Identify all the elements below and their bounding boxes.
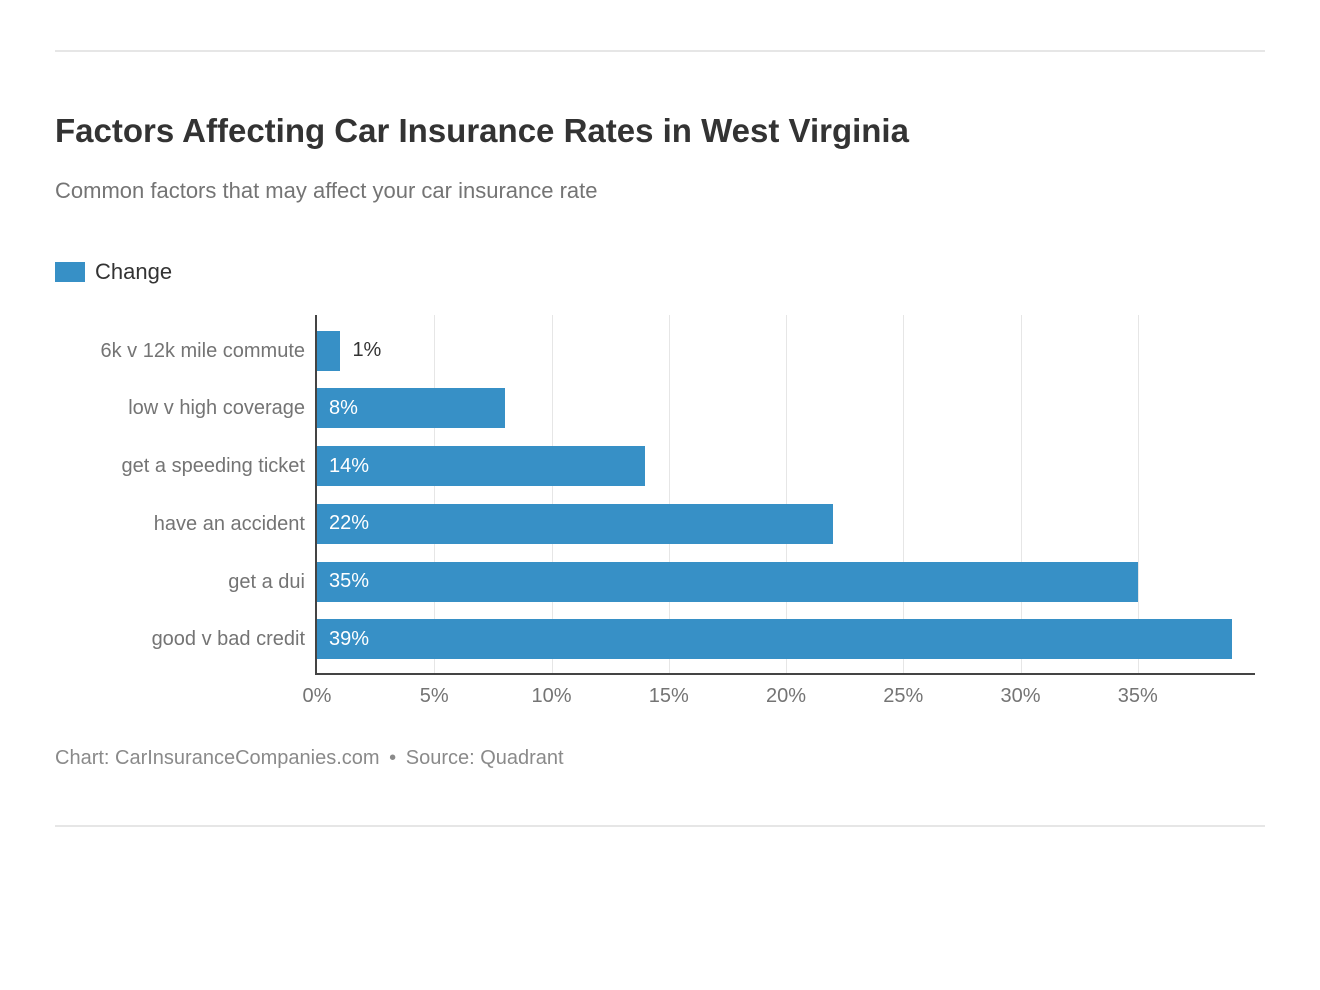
attribution-chart: Chart: CarInsuranceCompanies.com	[55, 747, 380, 769]
bar: 1%	[317, 331, 340, 371]
legend: Change	[55, 259, 1265, 285]
bar-row: get a dui35%	[317, 560, 1255, 604]
bar-value-label: 1%	[340, 339, 381, 362]
bar: 8%	[317, 388, 505, 428]
x-tick-label: 30%	[1000, 685, 1040, 708]
bar-row: have an accident22%	[317, 502, 1255, 546]
bar-row: good v bad credit39%	[317, 617, 1255, 661]
y-axis-label: 6k v 12k mile commute	[100, 329, 317, 373]
bar: 35%	[317, 562, 1138, 602]
x-tick-label: 35%	[1118, 685, 1158, 708]
x-tick-label: 10%	[531, 685, 571, 708]
bar-value-label: 8%	[317, 397, 358, 420]
x-tick-label: 15%	[649, 685, 689, 708]
x-axis: 0%5%10%15%20%25%30%35%	[317, 673, 1255, 713]
divider-top	[55, 50, 1265, 52]
bar-value-label: 35%	[317, 570, 369, 593]
legend-swatch	[55, 262, 85, 282]
plot-area: 0%5%10%15%20%25%30%35% 6k v 12k mile com…	[315, 315, 1255, 675]
bar-row: low v high coverage8%	[317, 386, 1255, 430]
chart-subtitle: Common factors that may affect your car …	[55, 178, 1265, 204]
attribution-separator: •	[389, 747, 396, 769]
y-axis-label: have an accident	[154, 502, 317, 546]
bar: 39%	[317, 619, 1232, 659]
attribution-source: Source: Quadrant	[406, 747, 564, 769]
x-tick-label: 25%	[883, 685, 923, 708]
bar: 22%	[317, 504, 833, 544]
bar-value-label: 22%	[317, 512, 369, 535]
x-tick-label: 5%	[420, 685, 449, 708]
legend-label: Change	[95, 259, 172, 285]
chart-title: Factors Affecting Car Insurance Rates in…	[55, 112, 1265, 150]
bar-value-label: 14%	[317, 455, 369, 478]
bar-row: 6k v 12k mile commute1%	[317, 329, 1255, 373]
bar-value-label: 39%	[317, 628, 369, 651]
x-tick-label: 0%	[303, 685, 332, 708]
y-axis-label: get a dui	[228, 560, 317, 604]
y-axis-label: good v bad credit	[152, 617, 317, 661]
divider-bottom	[55, 825, 1265, 827]
bar: 14%	[317, 446, 645, 486]
chart-container: Factors Affecting Car Insurance Rates in…	[0, 0, 1320, 877]
bar-row: get a speeding ticket14%	[317, 444, 1255, 488]
bar-chart: 0%5%10%15%20%25%30%35% 6k v 12k mile com…	[315, 315, 1255, 715]
y-axis-label: low v high coverage	[128, 386, 317, 430]
attribution: Chart: CarInsuranceCompanies.com • Sourc…	[55, 747, 1265, 770]
x-tick-label: 20%	[766, 685, 806, 708]
y-axis-label: get a speeding ticket	[122, 444, 317, 488]
